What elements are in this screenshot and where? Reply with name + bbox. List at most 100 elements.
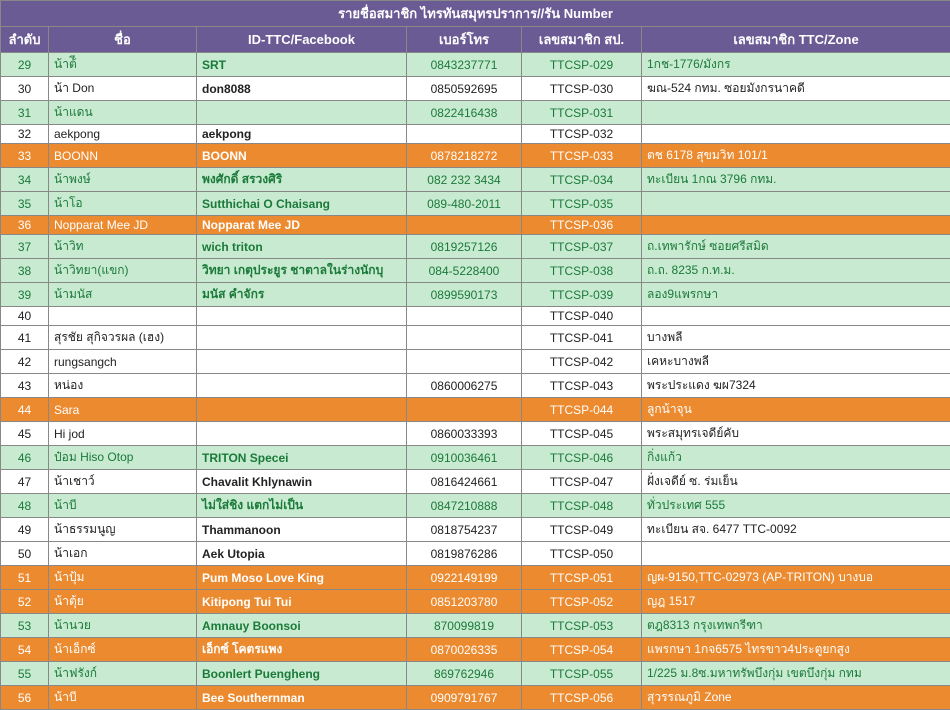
table-row: 30น้า Dondon80880850592695TTCSP-030ฆณ-52… xyxy=(1,77,950,101)
cell: TTCSP-048 xyxy=(522,494,642,518)
cell: 55 xyxy=(1,662,49,686)
cell: พระสมุทรเจดีย์คับ xyxy=(642,422,950,446)
cell: น้าวิท xyxy=(49,235,197,259)
cell: 1/225 ม.8ซ.มหาทรัพบึงกุ่ม เขตบึงกุ่ม กทม xyxy=(642,662,950,686)
cell: 51 xyxy=(1,566,49,590)
cell: 32 xyxy=(1,125,49,144)
cell: BOONN xyxy=(49,144,197,168)
cell: SRT xyxy=(197,53,407,77)
cell: TTCSP-054 xyxy=(522,638,642,662)
cell xyxy=(642,307,950,326)
cell: 0909791767 xyxy=(407,686,522,710)
cell: น้ามนัส xyxy=(49,283,197,307)
cell: สุวรรณภูมิ Zone xyxy=(642,686,950,710)
table-row: 56น้าบีBee Southernman0909791767TTCSP-05… xyxy=(1,686,950,710)
cell: 0819257126 xyxy=(407,235,522,259)
table-row: 39น้ามนัสมนัส คำจักร0899590173TTCSP-039ล… xyxy=(1,283,950,307)
cell xyxy=(197,422,407,446)
cell: ลูกน้าจุน xyxy=(642,398,950,422)
cell: ฝั่งเจดีย์ ซ. ร่มเย็น xyxy=(642,470,950,494)
cell xyxy=(49,307,197,326)
cell: 36 xyxy=(1,216,49,235)
cell xyxy=(197,101,407,125)
cell: TTCSP-055 xyxy=(522,662,642,686)
cell: TTCSP-031 xyxy=(522,101,642,125)
cell: 0860006275 xyxy=(407,374,522,398)
col-header-id: ID-TTC/Facebook xyxy=(197,27,407,53)
col-header-member-ttc: เลขสมาชิก TTC/Zone xyxy=(642,27,950,53)
cell: 39 xyxy=(1,283,49,307)
cell: 0860033393 xyxy=(407,422,522,446)
table-row: 41สุรชัย สุกิจวรผล (เฮง)TTCSP-041บางพลี xyxy=(1,326,950,350)
cell: 0899590173 xyxy=(407,283,522,307)
cell: Kitipong Tui Tui xyxy=(197,590,407,614)
cell: Thammanoon xyxy=(197,518,407,542)
cell: น้าบี xyxy=(49,494,197,518)
cell xyxy=(642,101,950,125)
cell: TTCSP-046 xyxy=(522,446,642,470)
cell: TTCSP-047 xyxy=(522,470,642,494)
cell: rungsangch xyxy=(49,350,197,374)
cell: TTCSP-040 xyxy=(522,307,642,326)
cell: TTCSP-043 xyxy=(522,374,642,398)
table-row: 52น้าตุ้ยKitipong Tui Tui0851203780TTCSP… xyxy=(1,590,950,614)
cell: น้าเอก xyxy=(49,542,197,566)
cell: 53 xyxy=(1,614,49,638)
cell: Amnauy Boonsoi xyxy=(197,614,407,638)
cell: สุรชัย สุกิจวรผล (เฮง) xyxy=(49,326,197,350)
cell: 084-5228400 xyxy=(407,259,522,283)
cell: Boonlert Puengheng xyxy=(197,662,407,686)
cell xyxy=(642,192,950,216)
cell xyxy=(642,216,950,235)
cell: Aek Utopia xyxy=(197,542,407,566)
cell: น้าบี xyxy=(49,686,197,710)
cell: TTCSP-033 xyxy=(522,144,642,168)
table-row: 38น้าวิทยา(แขก)วิทยา เกตุประยูร ชาตาลในร… xyxy=(1,259,950,283)
col-header-name: ชื่อ xyxy=(49,27,197,53)
table-row: 48น้าบีไม่ใส่ชิง แตกไม่เป็น0847210888TTC… xyxy=(1,494,950,518)
cell: 0870026335 xyxy=(407,638,522,662)
cell: 31 xyxy=(1,101,49,125)
cell: พงศักดิ์ สรวงศิริ xyxy=(197,168,407,192)
cell: 41 xyxy=(1,326,49,350)
cell: BOONN xyxy=(197,144,407,168)
table-row: 53น้านวยAmnauy Boonsoi870099819TTCSP-053… xyxy=(1,614,950,638)
cell: แพรกษา 1กจ6575 ไทรขาว4ประตูยกสูง xyxy=(642,638,950,662)
cell: 47 xyxy=(1,470,49,494)
cell: TTCSP-056 xyxy=(522,686,642,710)
cell: 0850592695 xyxy=(407,77,522,101)
cell xyxy=(197,350,407,374)
cell: aekpong xyxy=(197,125,407,144)
table-row: 35น้าโอSutthichai O Chaisang089-480-2011… xyxy=(1,192,950,216)
cell: มนัส คำจักร xyxy=(197,283,407,307)
cell: TTCSP-032 xyxy=(522,125,642,144)
cell: วิทยา เกตุประยูร ชาตาลในร่างนักบุ xyxy=(197,259,407,283)
cell: 42 xyxy=(1,350,49,374)
cell: 44 xyxy=(1,398,49,422)
cell: 30 xyxy=(1,77,49,101)
cell: 52 xyxy=(1,590,49,614)
cell xyxy=(642,125,950,144)
table-row: 36Nopparat Mee JDNopparat Mee JDTTCSP-03… xyxy=(1,216,950,235)
cell xyxy=(197,374,407,398)
cell: เอ็กซ์ โคตรแพง xyxy=(197,638,407,662)
cell xyxy=(407,216,522,235)
cell: 33 xyxy=(1,144,49,168)
cell: น้าโอ xyxy=(49,192,197,216)
cell: 1กช-1776/มังกร xyxy=(642,53,950,77)
cell: ทะเบียน 1กณ 3796 กทม. xyxy=(642,168,950,192)
cell: น้าฟรังก์ xyxy=(49,662,197,686)
table-row: 55น้าฟรังก์Boonlert Puengheng869762946TT… xyxy=(1,662,950,686)
cell: น้าต้ี xyxy=(49,53,197,77)
table-row: 42rungsangchTTCSP-042เคหะบางพลี xyxy=(1,350,950,374)
cell: หน่อง xyxy=(49,374,197,398)
cell: TTCSP-039 xyxy=(522,283,642,307)
table-row: 47น้าเชาว์Chavalit Khlynawin0816424661TT… xyxy=(1,470,950,494)
cell: TTCSP-050 xyxy=(522,542,642,566)
cell: wich triton xyxy=(197,235,407,259)
cell: 40 xyxy=(1,307,49,326)
cell: ญฎ 1517 xyxy=(642,590,950,614)
cell xyxy=(642,542,950,566)
cell: TRITON Specei xyxy=(197,446,407,470)
cell: ถ.ถ. 8235 ก.ท.ม. xyxy=(642,259,950,283)
